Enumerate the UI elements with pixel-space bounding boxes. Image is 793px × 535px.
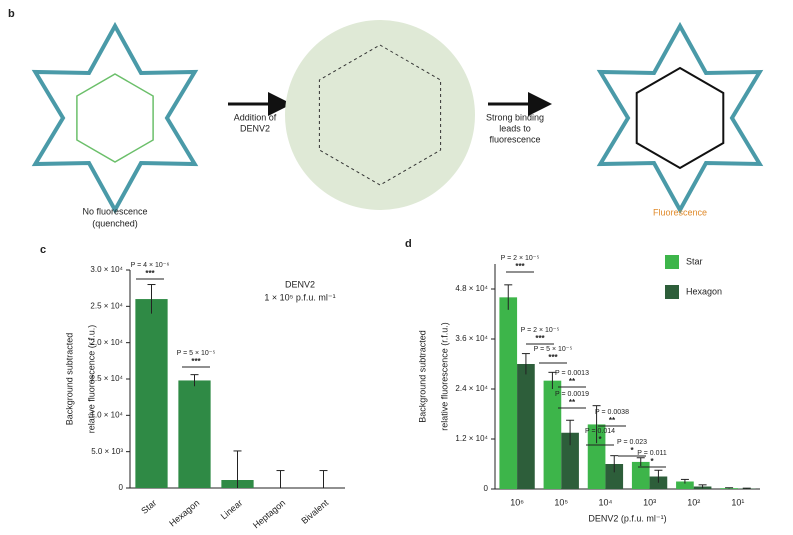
x-tick-label: 10⁴ (598, 497, 612, 507)
y-tick-label: 5.0 × 10³ (91, 447, 123, 456)
bar (178, 380, 210, 488)
panel-b: b No fluorescence (quenched) Addition of… (8, 8, 760, 228)
p-value: P = 2 × 10⁻⁵ (501, 255, 540, 262)
significance: ** (609, 416, 616, 425)
arrow-label: DENV2 (240, 123, 270, 133)
significance: *** (515, 262, 525, 271)
caption: (quenched) (92, 218, 138, 228)
subtitle: 1 × 10⁵ p.f.u. ml⁻¹ (264, 292, 335, 302)
bar (135, 299, 167, 488)
x-tick-label: 10² (687, 497, 700, 507)
y-tick-label: 0 (484, 484, 489, 493)
p-value: P = 4 × 10⁻⁶ (131, 262, 170, 269)
y-axis-label: Background subtracted (64, 333, 74, 426)
hexagon-inner (77, 74, 153, 162)
x-tick-label: 10⁵ (554, 497, 568, 507)
arrow-label: Strong binding (486, 112, 544, 122)
x-tick-label: 10³ (643, 497, 656, 507)
y-axis-label: relative fluorescence (r.f.u.) (86, 325, 96, 434)
y-tick-label: 2.4 × 10⁴ (455, 384, 488, 393)
subtitle: DENV2 (285, 279, 315, 289)
significance: * (630, 446, 634, 455)
y-axis-label: Background subtracted (417, 330, 427, 423)
p-value: P = 0.014 (585, 428, 615, 435)
arrow-label: fluorescence (489, 134, 540, 144)
star-diagram (600, 26, 759, 210)
x-tick-label: 10⁶ (510, 497, 524, 507)
p-value: P = 0.0019 (555, 391, 589, 398)
y-axis-label: relative fluorescence (r.f.u.) (439, 322, 449, 431)
y-tick-label: 2.5 × 10⁴ (90, 301, 123, 310)
panel-label: c (40, 244, 46, 256)
p-value: P = 5 × 10⁻⁵ (534, 346, 573, 353)
legend-label: Star (686, 256, 703, 266)
significance: *** (535, 334, 545, 343)
arrow-label: leads to (499, 123, 531, 133)
significance: ** (569, 377, 576, 386)
y-tick-label: 4.8 × 10⁴ (455, 284, 488, 293)
y-tick-label: 3.6 × 10⁴ (455, 334, 488, 343)
caption: No fluorescence (82, 206, 147, 216)
bar (499, 297, 517, 489)
x-tick-label: Linear (219, 498, 245, 522)
p-value: P = 0.011 (637, 450, 667, 457)
significance: ** (569, 398, 576, 407)
x-tick-label: Star (139, 498, 158, 516)
significance: *** (191, 357, 201, 366)
legend-swatch (665, 285, 679, 299)
y-tick-label: 1.2 × 10⁴ (455, 434, 488, 443)
significance: * (650, 457, 654, 466)
p-value: P = 0.0013 (555, 370, 589, 377)
x-tick-label: Heptagon (251, 498, 287, 530)
x-tick-label: 10¹ (731, 497, 744, 507)
x-axis-label: DENV2 (p.f.u. ml⁻¹) (588, 513, 666, 523)
arrow-label: Addition of (234, 112, 277, 122)
significance: *** (145, 269, 155, 278)
p-value: P = 0.0038 (595, 409, 629, 416)
x-tick-label: Bivalent (299, 497, 330, 526)
significance: *** (548, 353, 558, 362)
virus-particle (285, 20, 475, 210)
panel-label: d (405, 238, 412, 250)
y-tick-label: 0 (119, 483, 124, 492)
panel-label: b (8, 8, 15, 20)
x-tick-label: Hexagon (167, 498, 201, 529)
hexagon-inner (637, 68, 724, 168)
p-value: P = 2 × 10⁻⁵ (521, 327, 560, 334)
p-value: P = 0.023 (617, 439, 647, 446)
p-value: P = 5 × 10⁻⁵ (177, 350, 216, 357)
caption: Fluorescence (653, 207, 707, 217)
bar (517, 364, 535, 489)
star-diagram (35, 26, 194, 210)
legend-label: Hexagon (686, 286, 722, 296)
y-tick-label: 3.0 × 10⁴ (90, 265, 123, 274)
legend-swatch (665, 255, 679, 269)
